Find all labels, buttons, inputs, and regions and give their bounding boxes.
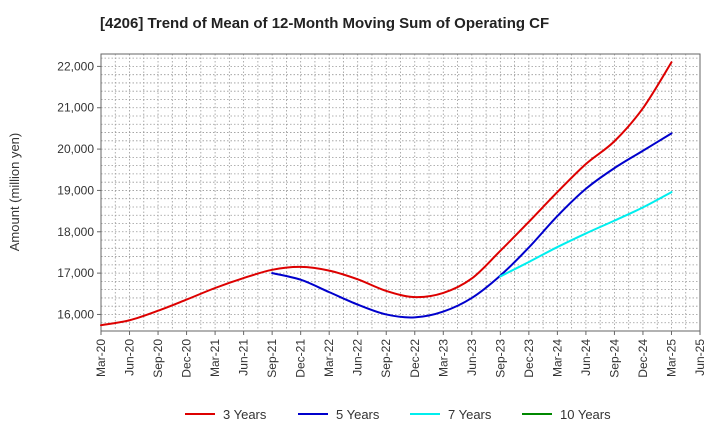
x-tick-label: Dec-23 (522, 339, 536, 378)
legend-label: 10 Years (560, 407, 611, 422)
legend-label: 5 Years (336, 407, 380, 422)
y-tick-label: 17,000 (57, 266, 94, 280)
x-tick-label: Mar-20 (94, 339, 108, 377)
grid (101, 54, 700, 331)
x-tick-label: Jun-20 (123, 339, 137, 376)
x-tick-label: Sep-21 (265, 339, 279, 378)
legend-label: 7 Years (448, 407, 492, 422)
x-tick-label: Sep-20 (151, 339, 165, 378)
legend-label: 3 Years (223, 407, 267, 422)
y-tick-label: 20,000 (57, 142, 94, 156)
x-tick-label: Jun-25 (693, 339, 707, 376)
legend: 3 Years 5 Years 7 Years 10 Years (185, 407, 611, 422)
x-tick-label: Mar-25 (664, 339, 678, 377)
x-tick-label: Jun-23 (465, 339, 479, 376)
x-tick-label: Mar-24 (550, 339, 564, 377)
x-tick-label: Jun-24 (579, 339, 593, 376)
y-tick-label: 19,000 (57, 183, 94, 197)
x-axis: Mar-20 Jun-20 Sep-20 Dec-20 Mar-21 Jun-21 Sep-… (94, 331, 707, 378)
x-tick-label: Dec-21 (294, 339, 308, 378)
x-tick-label: Dec-24 (636, 339, 650, 378)
x-tick-label: Mar-23 (436, 339, 450, 377)
x-tick-label: Dec-22 (408, 339, 422, 378)
x-tick-label: Jun-22 (351, 339, 365, 376)
x-tick-label: Jun-21 (237, 339, 251, 376)
x-tick-label: Sep-24 (607, 339, 621, 378)
x-tick-label: Dec-20 (180, 339, 194, 378)
y-tick-label: 18,000 (57, 225, 94, 239)
x-tick-label: Sep-22 (379, 339, 393, 378)
y-tick-label: 21,000 (57, 101, 94, 115)
series-lines (100, 61, 673, 327)
x-tick-label: Mar-22 (322, 339, 336, 377)
series-line-7-years (499, 191, 673, 278)
x-tick-label: Mar-21 (208, 339, 222, 377)
series-line-3-years (100, 61, 673, 327)
y-tick-label: 16,000 (57, 307, 94, 321)
y-axis-label: Amount (million yen) (7, 133, 22, 252)
x-tick-label: Sep-23 (493, 339, 507, 378)
chart-title: [4206] Trend of Mean of 12-Month Moving … (100, 15, 549, 32)
plot-area (100, 53, 701, 332)
y-tick-label: 22,000 (57, 59, 94, 73)
series-line-5-years (271, 132, 673, 319)
y-axis: 16,000 17,000 18,000 19,000 20,000 21,000 22,0… (57, 59, 101, 321)
